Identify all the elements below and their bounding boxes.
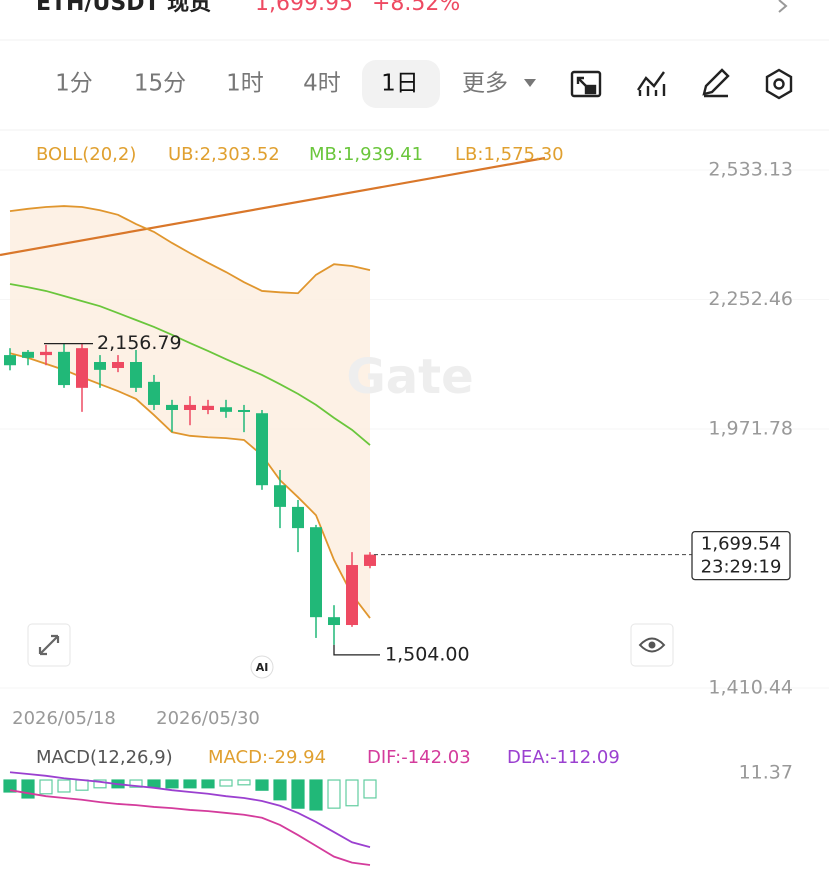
legend-item: LB:1,575.30 xyxy=(455,144,564,165)
y-tick-label: 11.37 xyxy=(739,762,793,784)
macd-bar xyxy=(309,779,323,811)
macd-bar xyxy=(39,779,53,795)
legend-item: DIF:-142.03 xyxy=(367,747,471,768)
y-tick-label: 2,252.46 xyxy=(708,288,793,310)
price-chart-overlay: BOLL(20,2) UB:2,303.52 MB:1,939.41 LB:1,575… xyxy=(12,144,793,729)
macd-bar xyxy=(21,779,35,799)
macd-bar xyxy=(363,779,377,799)
macd-bar xyxy=(255,779,269,791)
candle-body xyxy=(40,351,52,356)
macd-bar xyxy=(3,779,17,793)
candle-body xyxy=(4,355,16,366)
legend-item: MACD(12,26,9) xyxy=(36,747,173,768)
header: ETH/USDT 现货 1,699.95 +8.52% xyxy=(36,0,788,16)
y-tick-label: 1,410.44 xyxy=(708,677,793,699)
countdown: 23:29:19 xyxy=(701,557,782,578)
ai-badge-bg[interactable] xyxy=(250,655,274,679)
last-price-label: 1,699.54 xyxy=(701,534,781,555)
candle-body xyxy=(94,362,106,370)
macd-bar xyxy=(165,779,179,789)
low-label: 1,504.00 xyxy=(385,643,470,665)
legend-item: DEA:-112.09 xyxy=(507,747,620,768)
macd-bar xyxy=(327,779,341,809)
tab[interactable]: 1分 xyxy=(55,71,93,97)
candle-body xyxy=(346,565,358,626)
candle-body xyxy=(292,506,304,529)
macd-bar xyxy=(93,779,107,789)
change: +8.52% xyxy=(372,0,460,16)
toolbar-icons xyxy=(570,68,793,100)
tabs: 1分 15分 1时 4时 1日 更多 xyxy=(55,71,508,97)
candle-body xyxy=(256,413,268,486)
boll-middle xyxy=(9,283,371,446)
last-price-box xyxy=(691,530,791,581)
candle-body xyxy=(58,351,70,386)
tab[interactable]: 1时 xyxy=(226,71,264,97)
macd-bar xyxy=(147,779,161,788)
candle-body xyxy=(220,407,232,412)
macd-bar xyxy=(129,779,143,788)
icon-draw[interactable] xyxy=(702,68,730,98)
legend-item: UB:2,303.52 xyxy=(168,144,280,165)
macd-bar xyxy=(273,779,287,801)
macd-bar xyxy=(75,779,89,791)
macd-bar xyxy=(57,779,71,793)
price: 1,699.95 xyxy=(255,0,353,16)
macd-plot xyxy=(3,771,377,866)
y-tick-label: 1,971.78 xyxy=(708,418,793,440)
legend-item: MACD:-29.94 xyxy=(208,747,326,768)
candle-body xyxy=(76,348,88,388)
low-marker xyxy=(333,644,380,656)
macd-bar xyxy=(201,779,215,789)
icon-indicator[interactable] xyxy=(570,70,602,98)
candle-body xyxy=(22,351,34,358)
macd-bar xyxy=(237,779,251,786)
pair: ETH/USDT 现货 xyxy=(36,0,211,16)
more-arrow[interactable] xyxy=(524,79,536,87)
candle-body xyxy=(130,362,142,388)
legend-item: MB:1,939.41 xyxy=(309,144,423,165)
x-tick-label: 2026/05/18 xyxy=(12,708,116,729)
candle-body xyxy=(310,527,322,618)
candle-body xyxy=(202,405,214,410)
ai-badge[interactable]: AI xyxy=(256,661,269,674)
boll-upper xyxy=(9,205,371,295)
dea-line xyxy=(9,771,371,848)
candle-body xyxy=(184,404,196,410)
icon-settings[interactable] xyxy=(765,68,793,100)
candle-body xyxy=(328,617,340,626)
legend-item: BOLL(20,2) xyxy=(36,144,136,165)
trend-line xyxy=(0,156,546,257)
expand-button[interactable] xyxy=(27,623,71,667)
price-chart xyxy=(0,156,829,689)
dif-line xyxy=(9,789,371,866)
candle-body xyxy=(364,554,376,566)
chevron[interactable] xyxy=(778,0,788,13)
macd-bar xyxy=(219,779,233,787)
macd-bar xyxy=(291,779,305,809)
x-tick-label: 2026/05/30 xyxy=(156,708,260,729)
candle-body xyxy=(112,362,124,369)
tab[interactable]: 更多 xyxy=(462,71,508,97)
icon-chart[interactable] xyxy=(637,71,666,96)
tab[interactable]: 4时 xyxy=(303,71,341,97)
y-tick-label: 2,533.13 xyxy=(708,158,793,180)
candle-body xyxy=(148,381,160,405)
high-label: 2,156.79 xyxy=(97,332,182,354)
macd-bar xyxy=(183,779,197,789)
tab-selected-bg xyxy=(362,60,440,108)
candle-body xyxy=(166,404,178,410)
macd-bar xyxy=(345,779,359,807)
watermark: Gate xyxy=(346,349,473,405)
macd-chart: MACD(12,26,9) MACD:-29.94 DIF:-142.03 DEA:-… xyxy=(3,747,793,866)
candle-body xyxy=(238,409,250,412)
candle-body xyxy=(274,485,286,507)
tab[interactable]: 1日 xyxy=(381,71,419,97)
eye-button[interactable] xyxy=(630,623,674,667)
tab[interactable]: 15分 xyxy=(134,71,186,97)
